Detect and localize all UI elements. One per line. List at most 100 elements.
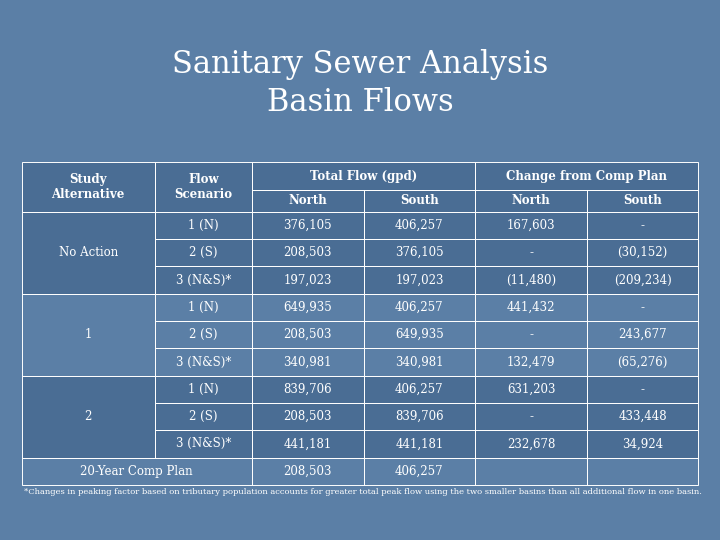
- Text: 2: 2: [84, 410, 92, 423]
- Bar: [252, 266, 364, 294]
- Text: 340,981: 340,981: [284, 355, 332, 368]
- Text: 433,448: 433,448: [618, 410, 667, 423]
- Text: 631,203: 631,203: [507, 383, 555, 396]
- Bar: [475, 457, 587, 485]
- Bar: [475, 239, 587, 266]
- Text: -: -: [529, 410, 533, 423]
- Bar: [364, 266, 475, 294]
- Bar: [252, 348, 364, 376]
- Text: Sanitary Sewer Analysis
Basin Flows: Sanitary Sewer Analysis Basin Flows: [172, 49, 548, 118]
- Bar: [587, 321, 698, 348]
- Text: 376,105: 376,105: [395, 246, 444, 259]
- Bar: [587, 294, 698, 321]
- Bar: [587, 294, 698, 321]
- Text: 197,023: 197,023: [284, 273, 332, 287]
- Text: -: -: [641, 301, 644, 314]
- Bar: [475, 294, 587, 321]
- Bar: [587, 266, 698, 294]
- Bar: [364, 190, 475, 212]
- Text: 3 (N&S)*: 3 (N&S)*: [176, 273, 231, 287]
- Bar: [587, 376, 698, 403]
- Bar: [252, 321, 364, 348]
- Bar: [155, 321, 252, 348]
- Bar: [155, 430, 252, 457]
- Text: 232,678: 232,678: [507, 437, 555, 450]
- Bar: [22, 376, 155, 457]
- Bar: [475, 294, 587, 321]
- Bar: [22, 212, 155, 294]
- Bar: [364, 430, 475, 457]
- Text: 208,503: 208,503: [284, 465, 332, 478]
- Text: South: South: [624, 194, 662, 207]
- Text: 406,257: 406,257: [395, 383, 444, 396]
- Bar: [155, 239, 252, 266]
- Bar: [364, 348, 475, 376]
- Text: 197,023: 197,023: [395, 273, 444, 287]
- Bar: [252, 348, 364, 376]
- Bar: [22, 294, 155, 376]
- Text: 839,706: 839,706: [395, 410, 444, 423]
- Bar: [22, 294, 155, 376]
- Bar: [155, 430, 252, 457]
- Bar: [252, 294, 364, 321]
- Text: 208,503: 208,503: [284, 410, 332, 423]
- Bar: [587, 321, 698, 348]
- Bar: [252, 162, 475, 190]
- Bar: [364, 266, 475, 294]
- Bar: [155, 162, 252, 212]
- Bar: [587, 457, 698, 485]
- Bar: [475, 430, 587, 457]
- Bar: [155, 212, 252, 239]
- Bar: [364, 321, 475, 348]
- Text: 3 (N&S)*: 3 (N&S)*: [176, 355, 231, 368]
- Text: (65,276): (65,276): [618, 355, 667, 368]
- Bar: [587, 348, 698, 376]
- Bar: [475, 212, 587, 239]
- Text: 20-Year Comp Plan: 20-Year Comp Plan: [81, 465, 193, 478]
- Text: 167,603: 167,603: [507, 219, 555, 232]
- Bar: [252, 239, 364, 266]
- Text: 208,503: 208,503: [284, 246, 332, 259]
- Bar: [364, 239, 475, 266]
- Bar: [475, 190, 587, 212]
- Bar: [252, 376, 364, 403]
- Text: 406,257: 406,257: [395, 465, 444, 478]
- Text: 406,257: 406,257: [395, 301, 444, 314]
- Text: 208,503: 208,503: [284, 328, 332, 341]
- Text: No Action: No Action: [58, 246, 118, 259]
- Bar: [364, 403, 475, 430]
- Bar: [364, 376, 475, 403]
- Bar: [475, 321, 587, 348]
- Bar: [155, 403, 252, 430]
- Bar: [252, 321, 364, 348]
- Text: 1 (N): 1 (N): [188, 383, 219, 396]
- Bar: [587, 403, 698, 430]
- Text: Flow
Scenario: Flow Scenario: [174, 173, 233, 201]
- Bar: [252, 403, 364, 430]
- Bar: [475, 376, 587, 403]
- Bar: [475, 348, 587, 376]
- Bar: [587, 190, 698, 212]
- Bar: [155, 348, 252, 376]
- Bar: [252, 212, 364, 239]
- Bar: [587, 403, 698, 430]
- Bar: [252, 403, 364, 430]
- Bar: [475, 190, 587, 212]
- Bar: [155, 376, 252, 403]
- Bar: [587, 266, 698, 294]
- Bar: [475, 376, 587, 403]
- Bar: [475, 266, 587, 294]
- Bar: [587, 457, 698, 485]
- Bar: [364, 348, 475, 376]
- Bar: [475, 348, 587, 376]
- Text: 2 (S): 2 (S): [189, 328, 217, 341]
- Text: -: -: [529, 328, 533, 341]
- Bar: [252, 294, 364, 321]
- Bar: [587, 190, 698, 212]
- Bar: [475, 321, 587, 348]
- Text: 3 (N&S)*: 3 (N&S)*: [176, 437, 231, 450]
- Text: 649,935: 649,935: [395, 328, 444, 341]
- Bar: [364, 239, 475, 266]
- Text: *Changes in peaking factor based on tributary population accounts for greater to: *Changes in peaking factor based on trib…: [24, 488, 701, 496]
- Text: 376,105: 376,105: [284, 219, 332, 232]
